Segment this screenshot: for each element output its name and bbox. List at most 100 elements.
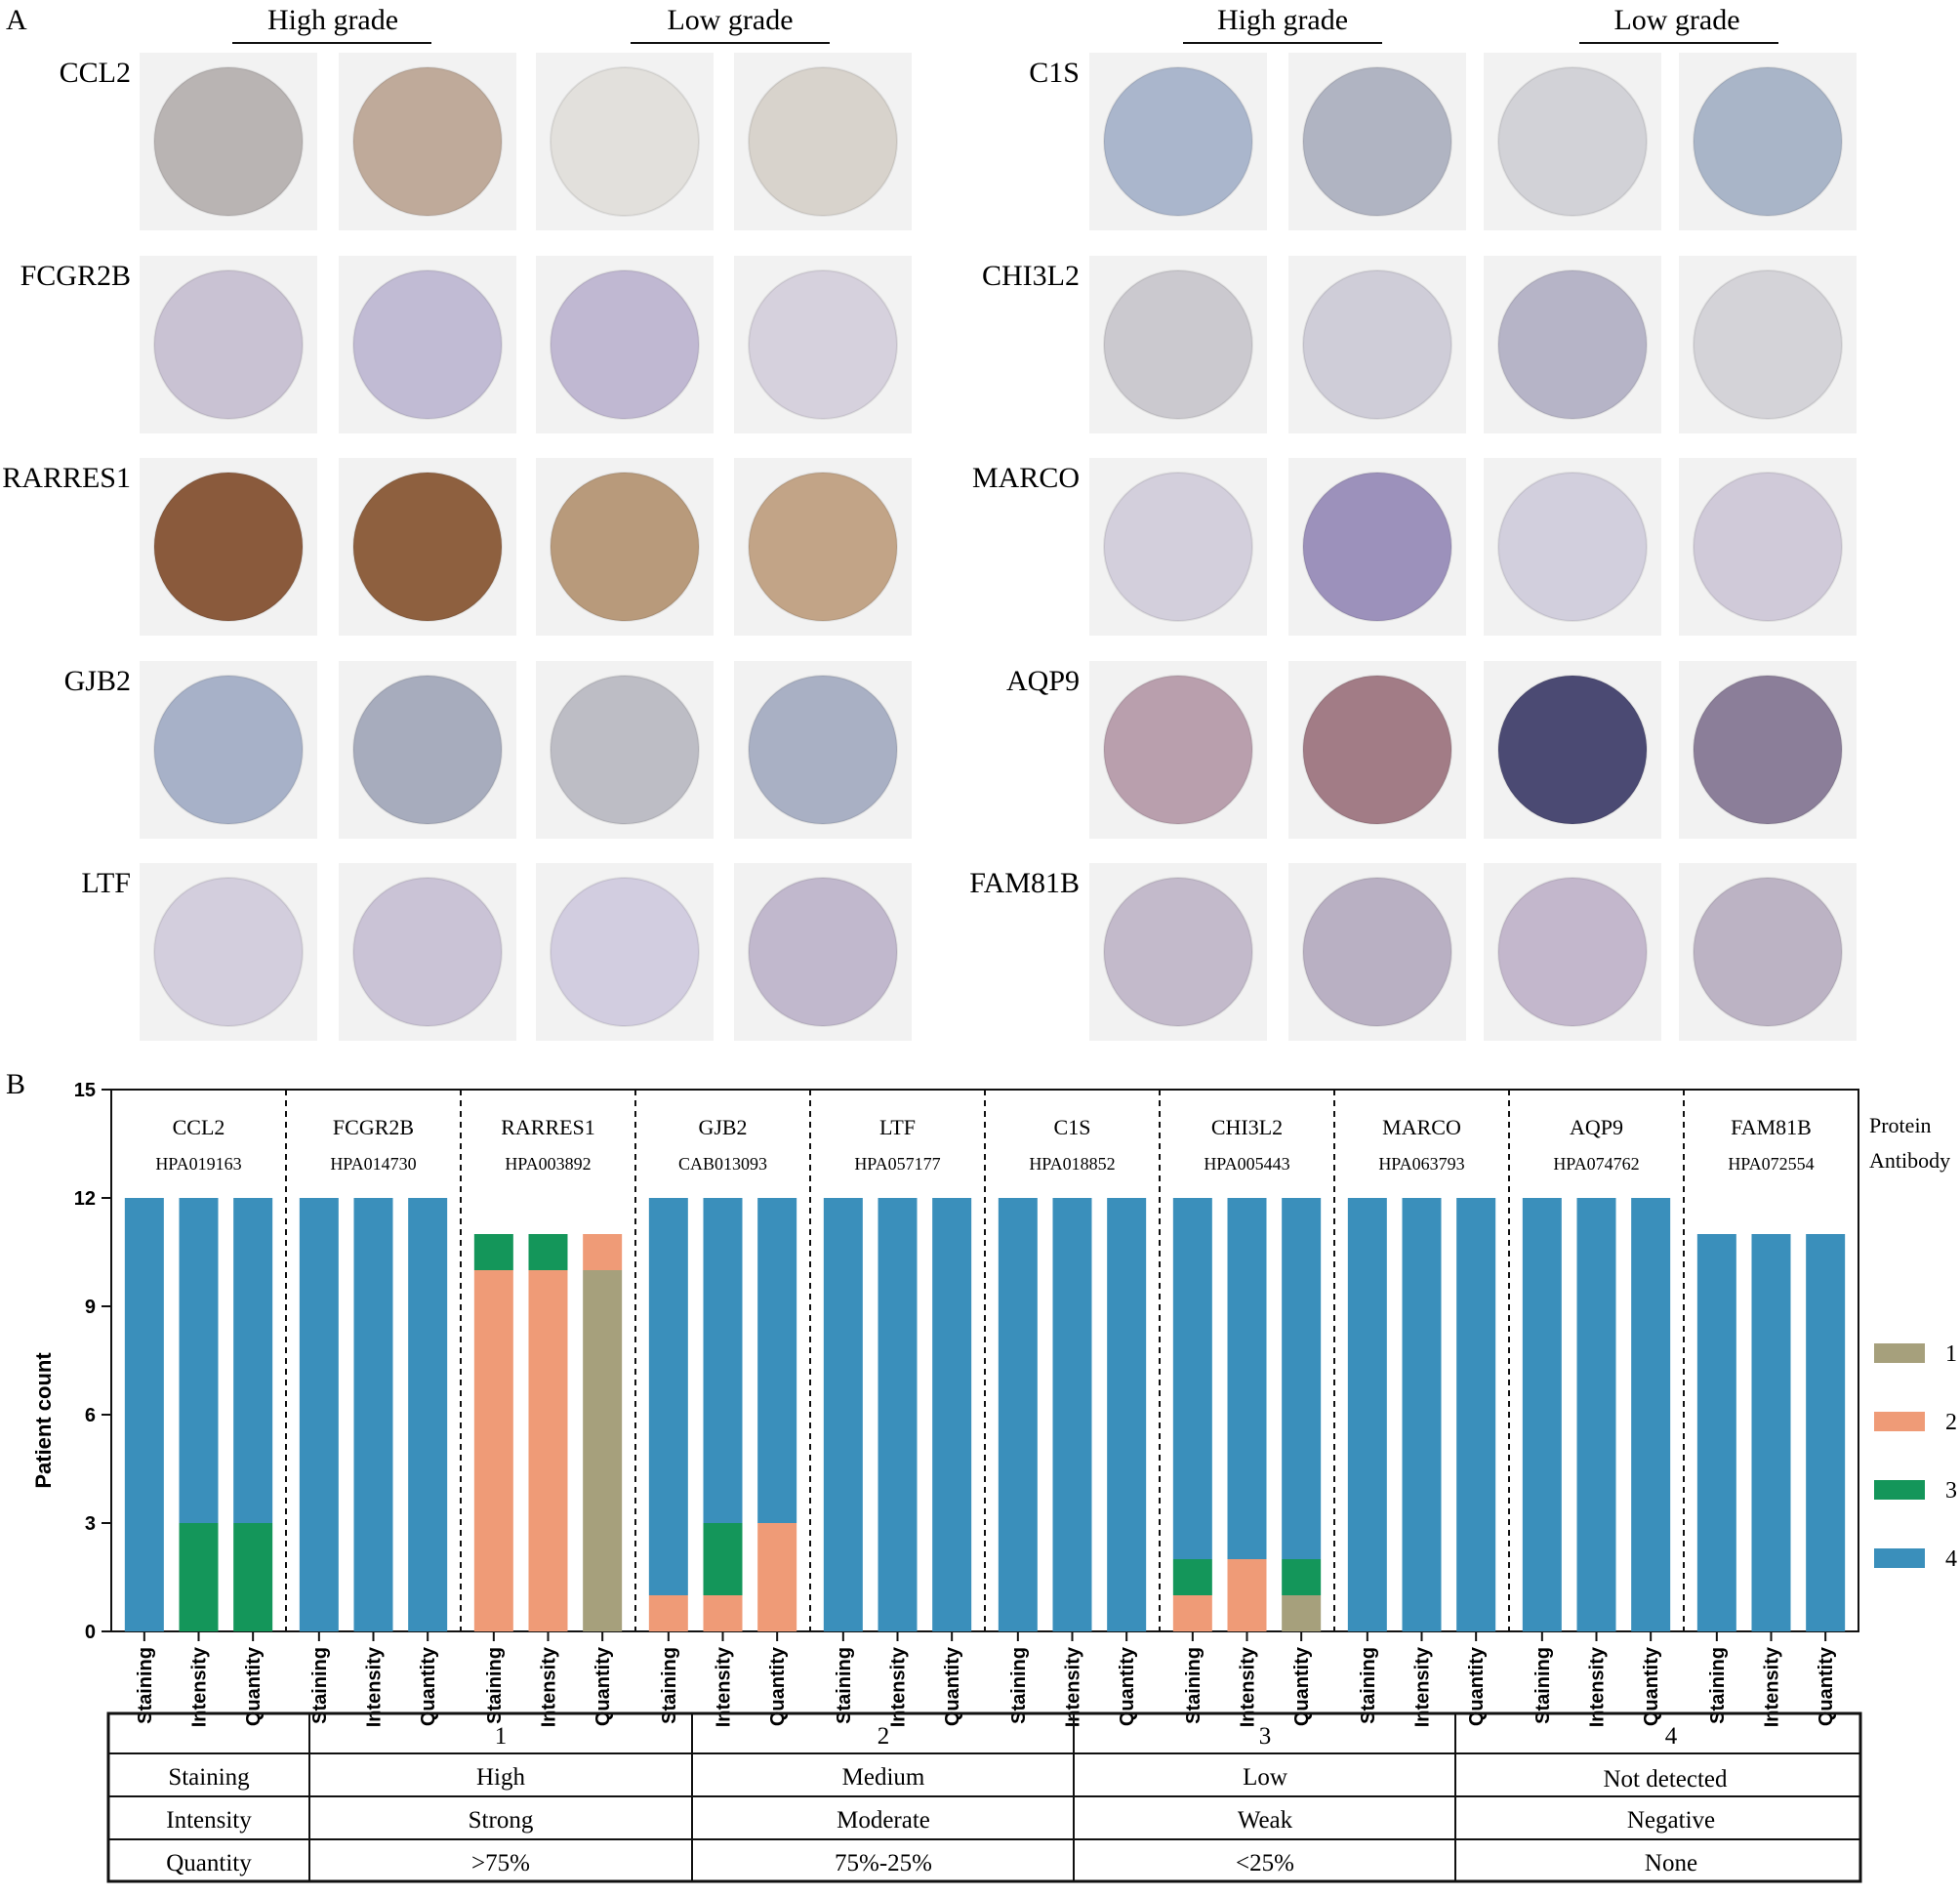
tma-core-rarres1-high-2 [352,472,503,622]
x-tick-label: Staining [1358,1647,1379,1724]
x-tick-label: Intensity [189,1646,211,1727]
y-tick-label: 12 [74,1188,96,1210]
bar-segment-rarres1-quantity-score-1 [583,1270,623,1631]
legend-label-2: 2 [1945,1410,1957,1435]
bar-segment-gjb2-quantity-score-2 [757,1523,797,1631]
tma-core-c1s-low-1 [1497,66,1648,217]
tma-right-block: C1S CHI3L2 MARCO AQP9 FAM81B [969,53,1857,1041]
tma-core-rarres1-low-2 [748,472,898,622]
bar-segment-c1s-intensity-score-4 [1052,1198,1092,1631]
bar-segment-chi3l2-staining-score-3 [1172,1559,1212,1595]
tma-core-aqp9-high-1 [1103,675,1253,825]
table-cell: Negative [1627,1807,1715,1834]
group-protein-label: FCGR2B [333,1115,414,1139]
bar-segment-ccl2-staining-score-4 [124,1198,164,1631]
gene-label-rarres1: RARRES1 [2,462,131,494]
bar-segment-fcgr2b-staining-score-4 [299,1198,339,1631]
legend-label-4: 4 [1945,1546,1957,1572]
group-protein-label: LTF [879,1115,916,1139]
bar-segment-chi3l2-intensity-score-4 [1227,1198,1267,1559]
bar-segment-rarres1-intensity-score-2 [528,1270,568,1631]
table-cell: 75%-25% [835,1850,932,1876]
gene-label-gjb2: GJB2 [64,665,131,697]
panel-b-label: B [6,1068,25,1100]
x-tick-label: Intensity [1412,1646,1434,1727]
panel-a-tma-grid: A High grade Low grade High grade Low gr… [2,4,1857,1041]
bar-segment-aqp9-staining-score-4 [1522,1198,1562,1631]
bar-segment-fcgr2b-intensity-score-4 [353,1198,393,1631]
gene-label-chi3l2: CHI3L2 [982,260,1080,292]
tma-core-gjb2-high-2 [352,675,503,825]
x-tick-label: Staining [135,1647,156,1724]
bar-segment-c1s-staining-score-4 [998,1198,1038,1631]
x-tick-label: Quantity [418,1646,439,1726]
table-cell: <25% [1236,1850,1294,1876]
x-tick-label: Staining [309,1647,331,1724]
tma-core-fam81b-high-1 [1103,877,1253,1027]
tma-core-chi3l2-low-1 [1497,269,1648,420]
table-cell: Medium [842,1764,925,1791]
x-tick-label: Intensity [364,1646,386,1727]
tma-core-gjb2-low-2 [748,675,898,825]
y-tick-label: 15 [74,1080,96,1101]
gene-label-ccl2: CCL2 [60,57,131,89]
table-cell: Moderate [837,1807,930,1834]
y-tick-label: 9 [85,1297,96,1318]
gene-label-c1s: C1S [1029,57,1080,89]
x-tick-label: Quantity [243,1646,265,1726]
table-header-cell: 1 [495,1723,508,1750]
bar-segment-chi3l2-quantity-score-1 [1282,1595,1322,1631]
tma-core-ltf-high-2 [352,877,503,1027]
header-low-grade-left: Low grade [667,4,793,36]
tma-core-marco-high-2 [1302,472,1452,622]
tma-core-marco-low-2 [1693,472,1843,622]
group-protein-label: RARRES1 [501,1115,595,1139]
side-label-antibody: Antibody [1869,1148,1950,1173]
table-header-cell: 3 [1259,1723,1272,1750]
x-tick-label: Staining [1532,1647,1554,1724]
bar-segment-chi3l2-quantity-score-3 [1282,1559,1322,1595]
bar-segment-fcgr2b-quantity-score-4 [408,1198,448,1631]
tma-core-aqp9-low-2 [1693,675,1843,825]
bar-segment-fam81b-staining-score-4 [1696,1234,1736,1631]
side-label-protein: Protein [1869,1113,1932,1137]
legend-label-1: 1 [1945,1341,1957,1367]
x-tick-label: Quantity [592,1646,614,1726]
table-cell: High [476,1764,526,1791]
tma-core-fam81b-low-1 [1497,877,1648,1027]
group-antibody-label: HPA003892 [505,1154,591,1174]
tma-core-ccl2-low-2 [748,66,898,217]
header-low-grade-right: Low grade [1613,4,1739,36]
x-tick-label: Staining [1008,1647,1030,1724]
tma-core-ltf-high-1 [153,877,304,1027]
group-antibody-label: HPA074762 [1553,1154,1639,1174]
group-antibody-label: HPA014730 [330,1154,416,1174]
tma-core-gjb2-low-1 [550,675,700,825]
tma-core-chi3l2-high-2 [1302,269,1452,420]
bar-segment-rarres1-staining-score-2 [473,1270,513,1631]
table-cell: Low [1243,1764,1287,1791]
bar-segment-gjb2-intensity-score-4 [703,1198,743,1523]
table-header-cell: 4 [1665,1723,1678,1750]
bar-segment-fam81b-quantity-score-4 [1806,1234,1846,1631]
bar-segment-chi3l2-staining-score-4 [1172,1198,1212,1559]
tma-core-fcgr2b-low-1 [550,269,700,420]
x-tick-label: Quantity [1117,1646,1138,1726]
bar-segment-ccl2-intensity-score-3 [179,1523,219,1631]
score-table: 1 2 3 4 Staining High Medium Low Not det… [106,1711,1862,1883]
group-protein-label: CHI3L2 [1211,1115,1283,1139]
tma-core-marco-high-1 [1103,472,1253,622]
tma-core-fcgr2b-low-2 [748,269,898,420]
bar-segment-ccl2-quantity-score-3 [233,1523,273,1631]
bars-layer [124,1198,1846,1631]
group-protein-label: C1S [1054,1115,1091,1139]
bar-segment-rarres1-staining-score-3 [473,1234,513,1270]
gene-label-fcgr2b: FCGR2B [20,260,131,292]
x-tick-label: Intensity [1238,1646,1259,1727]
tma-core-ltf-low-2 [748,877,898,1027]
tma-core-fcgr2b-high-2 [352,269,503,420]
table-cell: >75% [471,1850,530,1876]
legend: 1 2 3 4 [1874,1341,1957,1572]
x-tick-label: Staining [1707,1647,1729,1724]
